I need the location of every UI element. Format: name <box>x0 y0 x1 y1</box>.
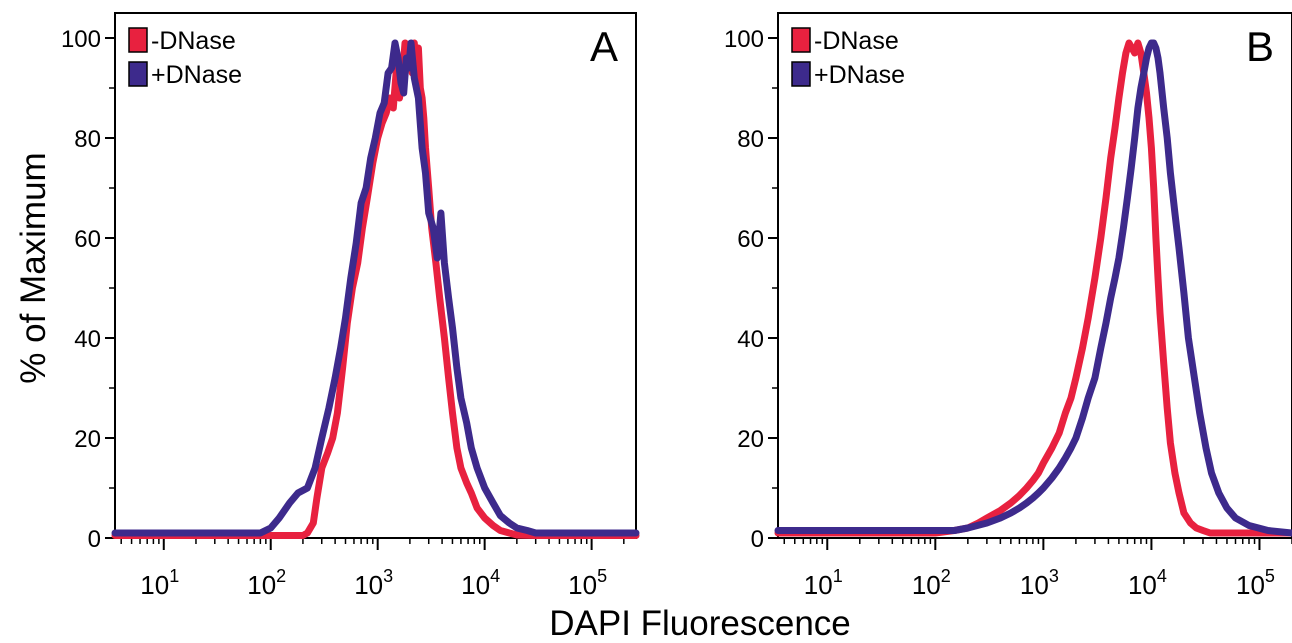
panel-a: 0 20 40 60 80 100 101 102 103 104 105 -DNase +DNase A <box>61 12 640 600</box>
y-tick-label: 60 <box>74 226 101 253</box>
legend-label: +DNase <box>151 61 242 89</box>
x-tick-label: 103 <box>1020 566 1059 600</box>
y-tick-label: 20 <box>74 426 101 453</box>
x-tick-label: 101 <box>804 566 843 600</box>
legend-label: -DNase <box>814 27 899 55</box>
x-tick-label: 103 <box>354 566 393 600</box>
legend-swatch <box>791 27 811 53</box>
legend-swatch <box>128 27 148 53</box>
legend-label: -DNase <box>151 27 236 55</box>
panel-b: 0 20 40 60 80 100 101 102 103 104 105 -DNase +DNase B <box>724 12 1292 600</box>
y-tick-label: 80 <box>737 126 764 153</box>
legend-swatch <box>791 61 811 87</box>
y-tick-label: 80 <box>74 126 101 153</box>
y-tick-label: 20 <box>737 426 764 453</box>
plot-frame <box>777 12 1292 539</box>
x-tick-label: 102 <box>247 566 286 600</box>
y-tick-label: 0 <box>88 526 101 553</box>
x-tick-label: 104 <box>1128 566 1167 600</box>
series-line-minus-dnase <box>111 39 640 539</box>
legend-label: +DNase <box>814 61 905 89</box>
x-tick-label: 105 <box>568 566 607 600</box>
legend-swatch <box>128 61 148 87</box>
y-tick-label: 60 <box>737 226 764 253</box>
x-tick-label: 105 <box>1236 566 1275 600</box>
y-tick-label: 100 <box>61 26 101 53</box>
series-line-plus-dnase <box>774 39 1292 537</box>
x-tick-label: 102 <box>912 566 951 600</box>
y-axis-title: % of Maximum <box>14 152 53 383</box>
x-tick-label: 104 <box>461 566 500 600</box>
y-tick-label: 100 <box>724 26 764 53</box>
y-tick-label: 40 <box>737 326 764 353</box>
series-line-minus-dnase <box>774 39 1292 537</box>
series-line-plus-dnase <box>111 39 640 537</box>
plot-frame <box>114 12 637 539</box>
y-tick-label: 40 <box>74 326 101 353</box>
y-tick-label: 0 <box>751 526 764 553</box>
panel-label: A <box>590 23 618 70</box>
x-tick-label: 101 <box>140 566 179 600</box>
panel-label: B <box>1246 23 1274 70</box>
x-axis-title: DAPI Fluorescence <box>549 604 851 643</box>
